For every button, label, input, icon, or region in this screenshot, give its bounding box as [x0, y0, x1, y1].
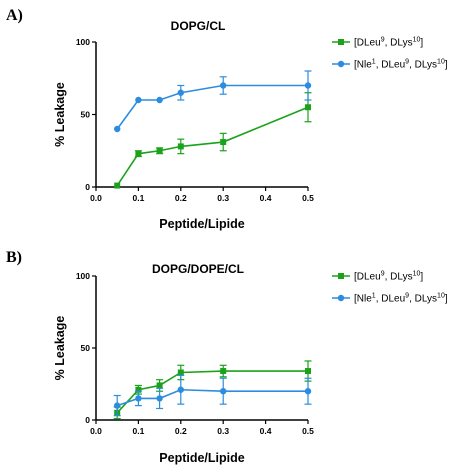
y-tick-label: 0 [85, 182, 90, 192]
y-tick-label: 50 [81, 343, 91, 353]
y-axis-title: % Leakage [53, 316, 67, 381]
data-point [156, 96, 163, 104]
series-2 [114, 70, 312, 133]
legend-label: [DLeu9, DLys10] [354, 271, 423, 283]
legend-text: , DLeu [376, 294, 405, 305]
x-tick-label: 0.2 [175, 193, 187, 203]
data-point [220, 388, 227, 395]
legend-text: ] [420, 272, 423, 283]
x-tick-label: 0.4 [260, 426, 272, 436]
legend-marker [338, 273, 344, 279]
data-point [177, 143, 184, 150]
legend-text: ] [420, 38, 423, 49]
legend-superscript: 10 [437, 59, 445, 66]
legend-superscript: 10 [413, 37, 421, 44]
data-point [135, 96, 142, 104]
legend-entry: [DLeu9, DLys10] [332, 37, 423, 49]
legend-entry: [Nle1, DLeu9, DLys10] [332, 59, 448, 71]
x-tick-label: 0.2 [175, 426, 187, 436]
x-tick-label: 0.3 [217, 426, 229, 436]
chart-panel-b: B) DOPG/DOPE/CL 0.0 0.1 0.2 0.3 0.4 0.5 0 50 100 Pe… [6, 249, 448, 465]
legend-text: ] [445, 294, 448, 305]
data-point [156, 382, 163, 389]
legend-superscript: 9 [405, 59, 409, 66]
legend-text: , DLys [409, 60, 437, 71]
legend-text: [Nle [354, 60, 372, 71]
legend-marker [337, 60, 345, 68]
legend-label: [Nle1, DLeu9, DLys10] [354, 293, 448, 305]
data-point [177, 89, 184, 96]
legend-superscript: 9 [405, 293, 409, 300]
legend-text: ] [445, 60, 448, 71]
legend-text: , DLys [385, 38, 413, 49]
x-axis-title: Peptide/Lipide [159, 217, 244, 231]
data-point [135, 386, 142, 393]
legend-label: [DLeu9, DLys10] [354, 37, 423, 49]
legend-text: [DLeu [354, 272, 381, 283]
panel-label: B) [6, 249, 22, 266]
y-tick-label: 0 [85, 415, 90, 425]
y-tick-label: 50 [81, 110, 91, 120]
data-point [220, 82, 227, 89]
x-tick-label: 0.0 [90, 426, 102, 436]
legend-superscript: 9 [381, 37, 385, 44]
data-point [305, 104, 311, 111]
series-line [116, 84, 308, 130]
chart-title: DOPG/DOPE/CL [152, 262, 244, 276]
legend-entry: [Nle1, DLeu9, DLys10] [332, 293, 448, 305]
y-tick-label: 100 [76, 37, 90, 47]
x-axis-title: Peptide/Lipide [159, 451, 244, 465]
x-tick-label: 0.5 [302, 193, 314, 203]
data-point [304, 82, 312, 89]
legend-marker [338, 39, 344, 45]
series-line [116, 388, 308, 407]
legend-text: [Nle [354, 294, 372, 305]
legend-text: [DLeu [354, 38, 381, 49]
series-1 [114, 92, 312, 189]
y-axis-title: % Leakage [53, 82, 67, 147]
data-point [305, 368, 311, 375]
legend-superscript: 1 [372, 293, 376, 300]
legend-text: , DLys [409, 294, 437, 305]
x-tick-label: 0.1 [132, 193, 144, 203]
data-point [156, 395, 163, 402]
legend-superscript: 9 [381, 271, 385, 278]
data-point [177, 386, 184, 393]
data-point [135, 395, 142, 402]
legend-text: , DLys [385, 272, 413, 283]
legend-superscript: 1 [372, 59, 376, 66]
legend-label: [Nle1, DLeu9, DLys10] [354, 59, 448, 71]
data-point [135, 150, 142, 157]
legend-marker [337, 294, 345, 302]
x-tick-label: 0.3 [217, 193, 229, 203]
x-tick-label: 0.1 [132, 426, 144, 436]
legend-entry: [DLeu9, DLys10] [332, 271, 423, 283]
chart-title: DOPG/CL [171, 19, 226, 33]
series-1 [113, 360, 312, 420]
panel-label: A) [6, 7, 23, 24]
data-point [220, 368, 227, 375]
series-line [116, 370, 308, 414]
series-2 [113, 374, 312, 417]
x-tick-label: 0.0 [90, 193, 102, 203]
legend-superscript: 10 [413, 271, 421, 278]
series-line [116, 106, 309, 186]
data-point [114, 402, 121, 409]
data-point [220, 139, 227, 146]
y-tick-label: 100 [76, 271, 90, 281]
legend-text: , DLeu [376, 60, 405, 71]
chart-panel-a: A) DOPG/CL 0.0 0.1 0.2 0.3 0.4 0.5 0 50 100 Peptide… [6, 7, 448, 231]
data-point [177, 369, 184, 376]
legend-superscript: 10 [437, 293, 445, 300]
x-tick-label: 0.5 [302, 426, 314, 436]
data-point [114, 125, 121, 133]
data-point [114, 182, 121, 189]
data-point [304, 388, 312, 395]
x-tick-label: 0.4 [260, 193, 272, 203]
data-point [156, 147, 163, 154]
